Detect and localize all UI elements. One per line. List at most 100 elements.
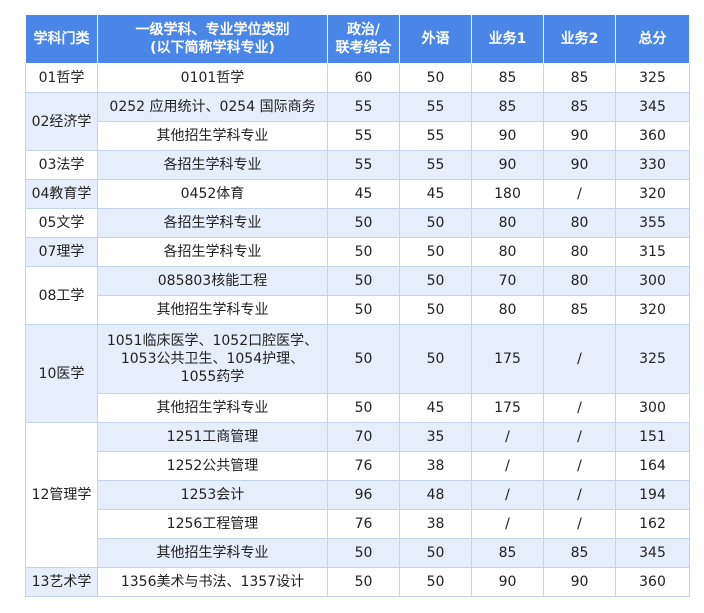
business2-cell: 90: [543, 121, 616, 151]
business2-cell: 85: [543, 538, 616, 568]
category-cell: 08工学: [25, 266, 98, 325]
total-cell: 300: [615, 393, 690, 423]
politics-cell: 96: [327, 480, 400, 510]
table-row: 其他招生学科专业 50 45 175/300: [26, 393, 690, 423]
table-row: 其他招生学科专业 50 50 85 85 345: [26, 538, 690, 568]
category-cell: 03法学: [25, 150, 98, 180]
politics-cell: 50: [327, 237, 400, 267]
header-total: 总分: [615, 14, 690, 64]
language-cell: 50: [399, 295, 472, 325]
total-cell: 345: [615, 538, 690, 568]
table-row: 1253会计 96 48//194: [26, 480, 690, 510]
language-cell: 50: [399, 324, 472, 394]
business2-cell: /: [543, 422, 616, 452]
subject-cell: 各招生学科专业: [97, 237, 328, 267]
language-cell: 50: [399, 266, 472, 296]
business1-cell: 85: [471, 538, 544, 568]
business1-cell: /: [471, 480, 544, 510]
score-table: 学科门类 一级学科、专业学位类别 (以下简称学科专业) 政治/联考综合 外语 业务…: [25, 14, 690, 597]
table-row: 10医学 1051临床医学、1052口腔医学、 1053公共卫生、1054护理、 10…: [25, 324, 690, 423]
politics-cell: 55: [327, 121, 400, 151]
table-row: 01哲学 0101哲学 60 50 85 85 325: [25, 63, 690, 93]
table-body: 01哲学 0101哲学 60 50 85 85 325 02经济学 0252 应用统计、0254…: [25, 63, 690, 597]
business1-cell: 180: [471, 179, 544, 209]
subject-cell: 其他招生学科专业: [97, 393, 328, 423]
header-politics: 政治/联考综合: [327, 14, 400, 64]
subject-cell: 各招生学科专业: [97, 208, 328, 238]
business2-cell: 85: [543, 63, 616, 93]
table-row: 07理学 各招生学科专业 50 50 80 80 315: [25, 237, 690, 267]
subject-cell: 1256工程管理: [97, 509, 328, 539]
subject-cell: 0452体育: [97, 179, 328, 209]
politics-cell: 50: [327, 538, 400, 568]
business2-cell: /: [543, 480, 616, 510]
language-cell: 48: [399, 480, 472, 510]
total-cell: 300: [615, 266, 690, 296]
subject-cell: 0101哲学: [97, 63, 328, 93]
subject-cell: 1251工商管理: [97, 422, 328, 452]
language-cell: 50: [399, 237, 472, 267]
header-business1: 业务1: [471, 14, 544, 64]
subject-cell: 085803核能工程: [97, 266, 328, 296]
politics-cell: 50: [327, 393, 400, 423]
business1-cell: 80: [471, 237, 544, 267]
subject-cell: 其他招生学科专业: [97, 538, 328, 568]
total-cell: 162: [615, 509, 690, 539]
subject-cell: 1253会计: [97, 480, 328, 510]
politics-cell: 55: [327, 150, 400, 180]
business2-cell: /: [543, 451, 616, 481]
politics-cell: 76: [327, 451, 400, 481]
subject-cell: 0252 应用统计、0254 国际商务: [97, 92, 328, 122]
business1-cell: 175: [471, 393, 544, 423]
business2-cell: 85: [543, 92, 616, 122]
business1-cell: /: [471, 451, 544, 481]
total-cell: 151: [615, 422, 690, 452]
score-table-container: 学科门类 一级学科、专业学位类别 (以下简称学科专业) 政治/联考综合 外语 业务…: [25, 14, 690, 597]
business1-cell: 90: [471, 150, 544, 180]
header-row: 学科门类 一级学科、专业学位类别 (以下简称学科专业) 政治/联考综合 外语 业务…: [25, 14, 690, 64]
table-row: 04教育学 0452体育 45 45 180/320: [25, 179, 690, 209]
category-cell: 10医学: [25, 324, 98, 423]
business1-cell: 175: [471, 324, 544, 394]
business2-cell: /: [543, 324, 616, 394]
language-cell: 50: [399, 63, 472, 93]
total-cell: 194: [615, 480, 690, 510]
subject-cell: 1051临床医学、1052口腔医学、 1053公共卫生、1054护理、 1055药学: [97, 324, 328, 394]
politics-cell: 50: [327, 266, 400, 296]
politics-cell: 70: [327, 422, 400, 452]
category-cell: 12管理学: [25, 422, 98, 568]
business2-cell: 80: [543, 266, 616, 296]
business2-cell: /: [543, 509, 616, 539]
total-cell: 320: [615, 295, 690, 325]
language-cell: 45: [399, 393, 472, 423]
business2-cell: 80: [543, 208, 616, 238]
business1-cell: /: [471, 422, 544, 452]
politics-cell: 60: [327, 63, 400, 93]
table-row: 02经济学 0252 应用统计、0254 国际商务 55 55 85 85 345: [25, 92, 690, 151]
table-row: 03法学 各招生学科专业 55 55 90 90 330: [25, 150, 690, 180]
total-cell: 360: [615, 121, 690, 151]
category-cell: 04教育学: [25, 179, 98, 209]
business2-cell: 90: [543, 567, 616, 597]
business1-cell: /: [471, 509, 544, 539]
table-row: 其他招生学科专业 55 55 90 90 360: [26, 121, 690, 151]
category-cell: 02经济学: [25, 92, 98, 151]
table-row: 1256工程管理 76 38//162: [26, 509, 690, 539]
header-category: 学科门类: [25, 14, 98, 64]
total-cell: 325: [615, 324, 690, 394]
language-cell: 55: [399, 121, 472, 151]
table-row: 13艺术学 1356美术与书法、1357设计 50 50 90 90 360: [25, 567, 690, 597]
table-row: 其他招生学科专业 50 50 80 85 320: [26, 295, 690, 325]
total-cell: 315: [615, 237, 690, 267]
total-cell: 164: [615, 451, 690, 481]
politics-cell: 50: [327, 567, 400, 597]
header-business2: 业务2: [543, 14, 616, 64]
language-cell: 50: [399, 538, 472, 568]
language-cell: 55: [399, 92, 472, 122]
politics-cell: 50: [327, 295, 400, 325]
business2-cell: /: [543, 393, 616, 423]
total-cell: 345: [615, 92, 690, 122]
language-cell: 45: [399, 179, 472, 209]
business1-cell: 80: [471, 208, 544, 238]
subject-cell: 其他招生学科专业: [97, 121, 328, 151]
